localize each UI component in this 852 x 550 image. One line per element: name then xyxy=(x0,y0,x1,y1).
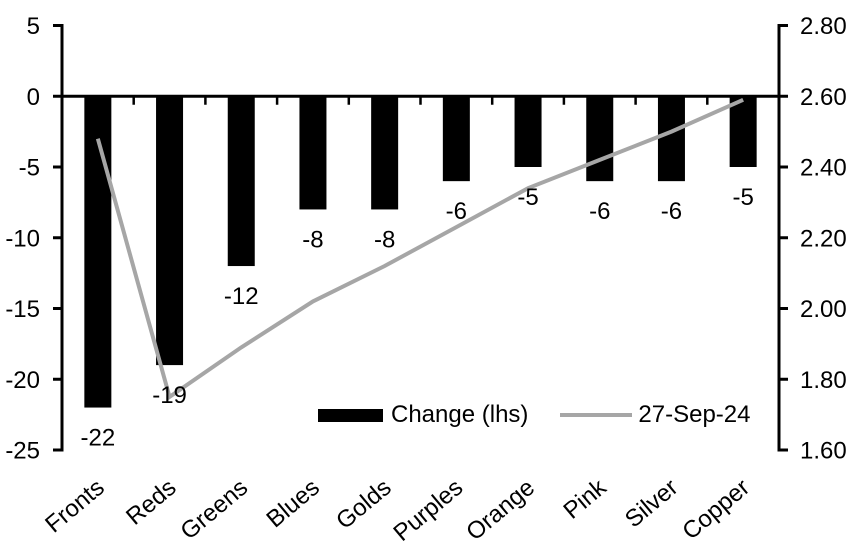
bar xyxy=(227,96,255,267)
category-label: Fronts xyxy=(40,474,109,538)
legend-bar-label: Change (lhs) xyxy=(391,401,529,428)
category-label: Reds xyxy=(121,474,181,531)
line-series xyxy=(95,97,744,401)
bar xyxy=(586,96,614,182)
legend-line-label: 27-Sep-24 xyxy=(638,401,751,428)
bar xyxy=(514,96,542,167)
left-axis-tick-label: 5 xyxy=(27,13,40,40)
legend-line-swatch-icon xyxy=(560,413,633,417)
bar xyxy=(371,96,399,210)
bar-data-label: -8 xyxy=(374,226,395,253)
bar xyxy=(657,96,685,182)
category-label: Silver xyxy=(620,474,683,533)
bar-data-label: -19 xyxy=(152,382,187,409)
category-label: Purples xyxy=(389,474,469,547)
right-axis-tick-label: 2.80 xyxy=(800,13,847,40)
right-axis-tick-label: 1.80 xyxy=(800,367,847,394)
bar-data-label: -5 xyxy=(517,184,538,211)
category-label: Copper xyxy=(677,474,755,545)
left-axis-tick-label: -25 xyxy=(5,438,40,465)
bar-data-label: -8 xyxy=(302,226,323,253)
legend-bar-swatch-icon xyxy=(318,408,383,422)
left-axis-tick-label: -15 xyxy=(5,296,40,323)
category-label: Greens xyxy=(175,474,253,545)
bar xyxy=(299,96,327,210)
bar-data-label: -5 xyxy=(732,184,753,211)
right-axis-tick-label: 1.60 xyxy=(800,438,847,465)
right-axis-tick-label: 2.40 xyxy=(800,155,847,182)
category-label: Golds xyxy=(331,474,396,535)
left-axis-tick-label: -20 xyxy=(5,367,40,394)
bar xyxy=(729,96,757,167)
right-axis-tick-label: 2.00 xyxy=(800,296,847,323)
bar-data-label: -6 xyxy=(589,198,610,225)
left-axis-tick-label: 0 xyxy=(27,84,40,111)
right-axis-tick-label: 2.60 xyxy=(800,84,847,111)
bar-data-label: -6 xyxy=(661,198,682,225)
right-axis-tick-label: 2.20 xyxy=(800,225,847,252)
bar xyxy=(84,96,112,408)
category-label: Blues xyxy=(261,474,324,533)
left-axis-tick-label: -10 xyxy=(5,225,40,252)
bar xyxy=(442,96,470,182)
bar-data-label: -22 xyxy=(81,425,116,452)
left-axis-tick-label: -5 xyxy=(19,155,40,182)
bar xyxy=(156,96,184,366)
category-label: Pink xyxy=(558,473,612,524)
bar-data-label: -12 xyxy=(224,283,259,310)
category-label: Orange xyxy=(461,474,540,546)
bar-data-label: -6 xyxy=(446,198,467,225)
legend: Change (lhs) 27-Sep-24 xyxy=(318,401,751,428)
